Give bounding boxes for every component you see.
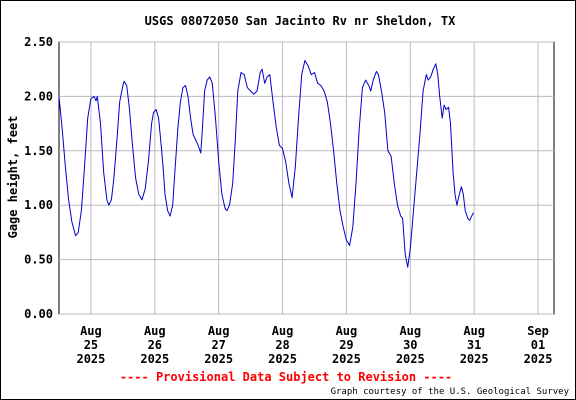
x-tick-label: 26 (148, 338, 162, 352)
gage-height-series-line (58, 60, 474, 268)
x-tick-label: 30 (403, 338, 417, 352)
x-tick-label: 2025 (396, 352, 425, 366)
x-tick-label: Aug (144, 324, 166, 338)
x-tick-label: 2025 (76, 352, 105, 366)
x-tick-label: 2025 (524, 352, 553, 366)
x-tick-label: 2025 (204, 352, 233, 366)
x-tick-label: 2025 (332, 352, 361, 366)
x-tick-label: Aug (208, 324, 230, 338)
y-tick-label: 1.50 (24, 144, 53, 158)
y-tick-label: 0.50 (24, 253, 53, 267)
x-tick-label: 28 (275, 338, 289, 352)
x-tick-label: 01 (531, 338, 545, 352)
y-axis-label: Gage height, feet (6, 116, 20, 239)
x-tick-label: 31 (467, 338, 481, 352)
x-tick-label: 2025 (140, 352, 169, 366)
series-layer (58, 60, 474, 268)
x-tick-label: 2025 (460, 352, 489, 366)
x-tick-label: 29 (339, 338, 353, 352)
plot-area (58, 41, 555, 315)
x-tick-label: Aug (272, 324, 294, 338)
x-tick-labels: Aug252025Aug262025Aug272025Aug282025Aug2… (76, 324, 552, 366)
courtesy-credit: Graph courtesy of the U.S. Geological Su… (331, 387, 570, 397)
y-tick-label: 1.00 (24, 198, 53, 212)
chart-title: USGS 08072050 San Jacinto Rv nr Sheldon,… (145, 14, 456, 28)
y-tick-label: 2.50 (24, 35, 53, 49)
x-tick-label: 2025 (268, 352, 297, 366)
provisional-notice: ---- Provisional Data Subject to Revisio… (120, 370, 452, 384)
x-tick-label: Aug (336, 324, 358, 338)
x-tick-label: Sep (527, 324, 549, 338)
y-tick-label: 0.00 (24, 307, 53, 321)
x-tick-label: Aug (80, 324, 102, 338)
grid-lines (59, 41, 554, 315)
y-tick-labels: 0.00 0.50 1.00 1.50 2.00 2.50 (24, 35, 53, 321)
x-tick-label: Aug (399, 324, 421, 338)
y-tick-label: 2.00 (24, 89, 53, 103)
x-tick-label: 25 (84, 338, 98, 352)
x-tick-label: 27 (211, 338, 225, 352)
x-tick-label: Aug (463, 324, 485, 338)
